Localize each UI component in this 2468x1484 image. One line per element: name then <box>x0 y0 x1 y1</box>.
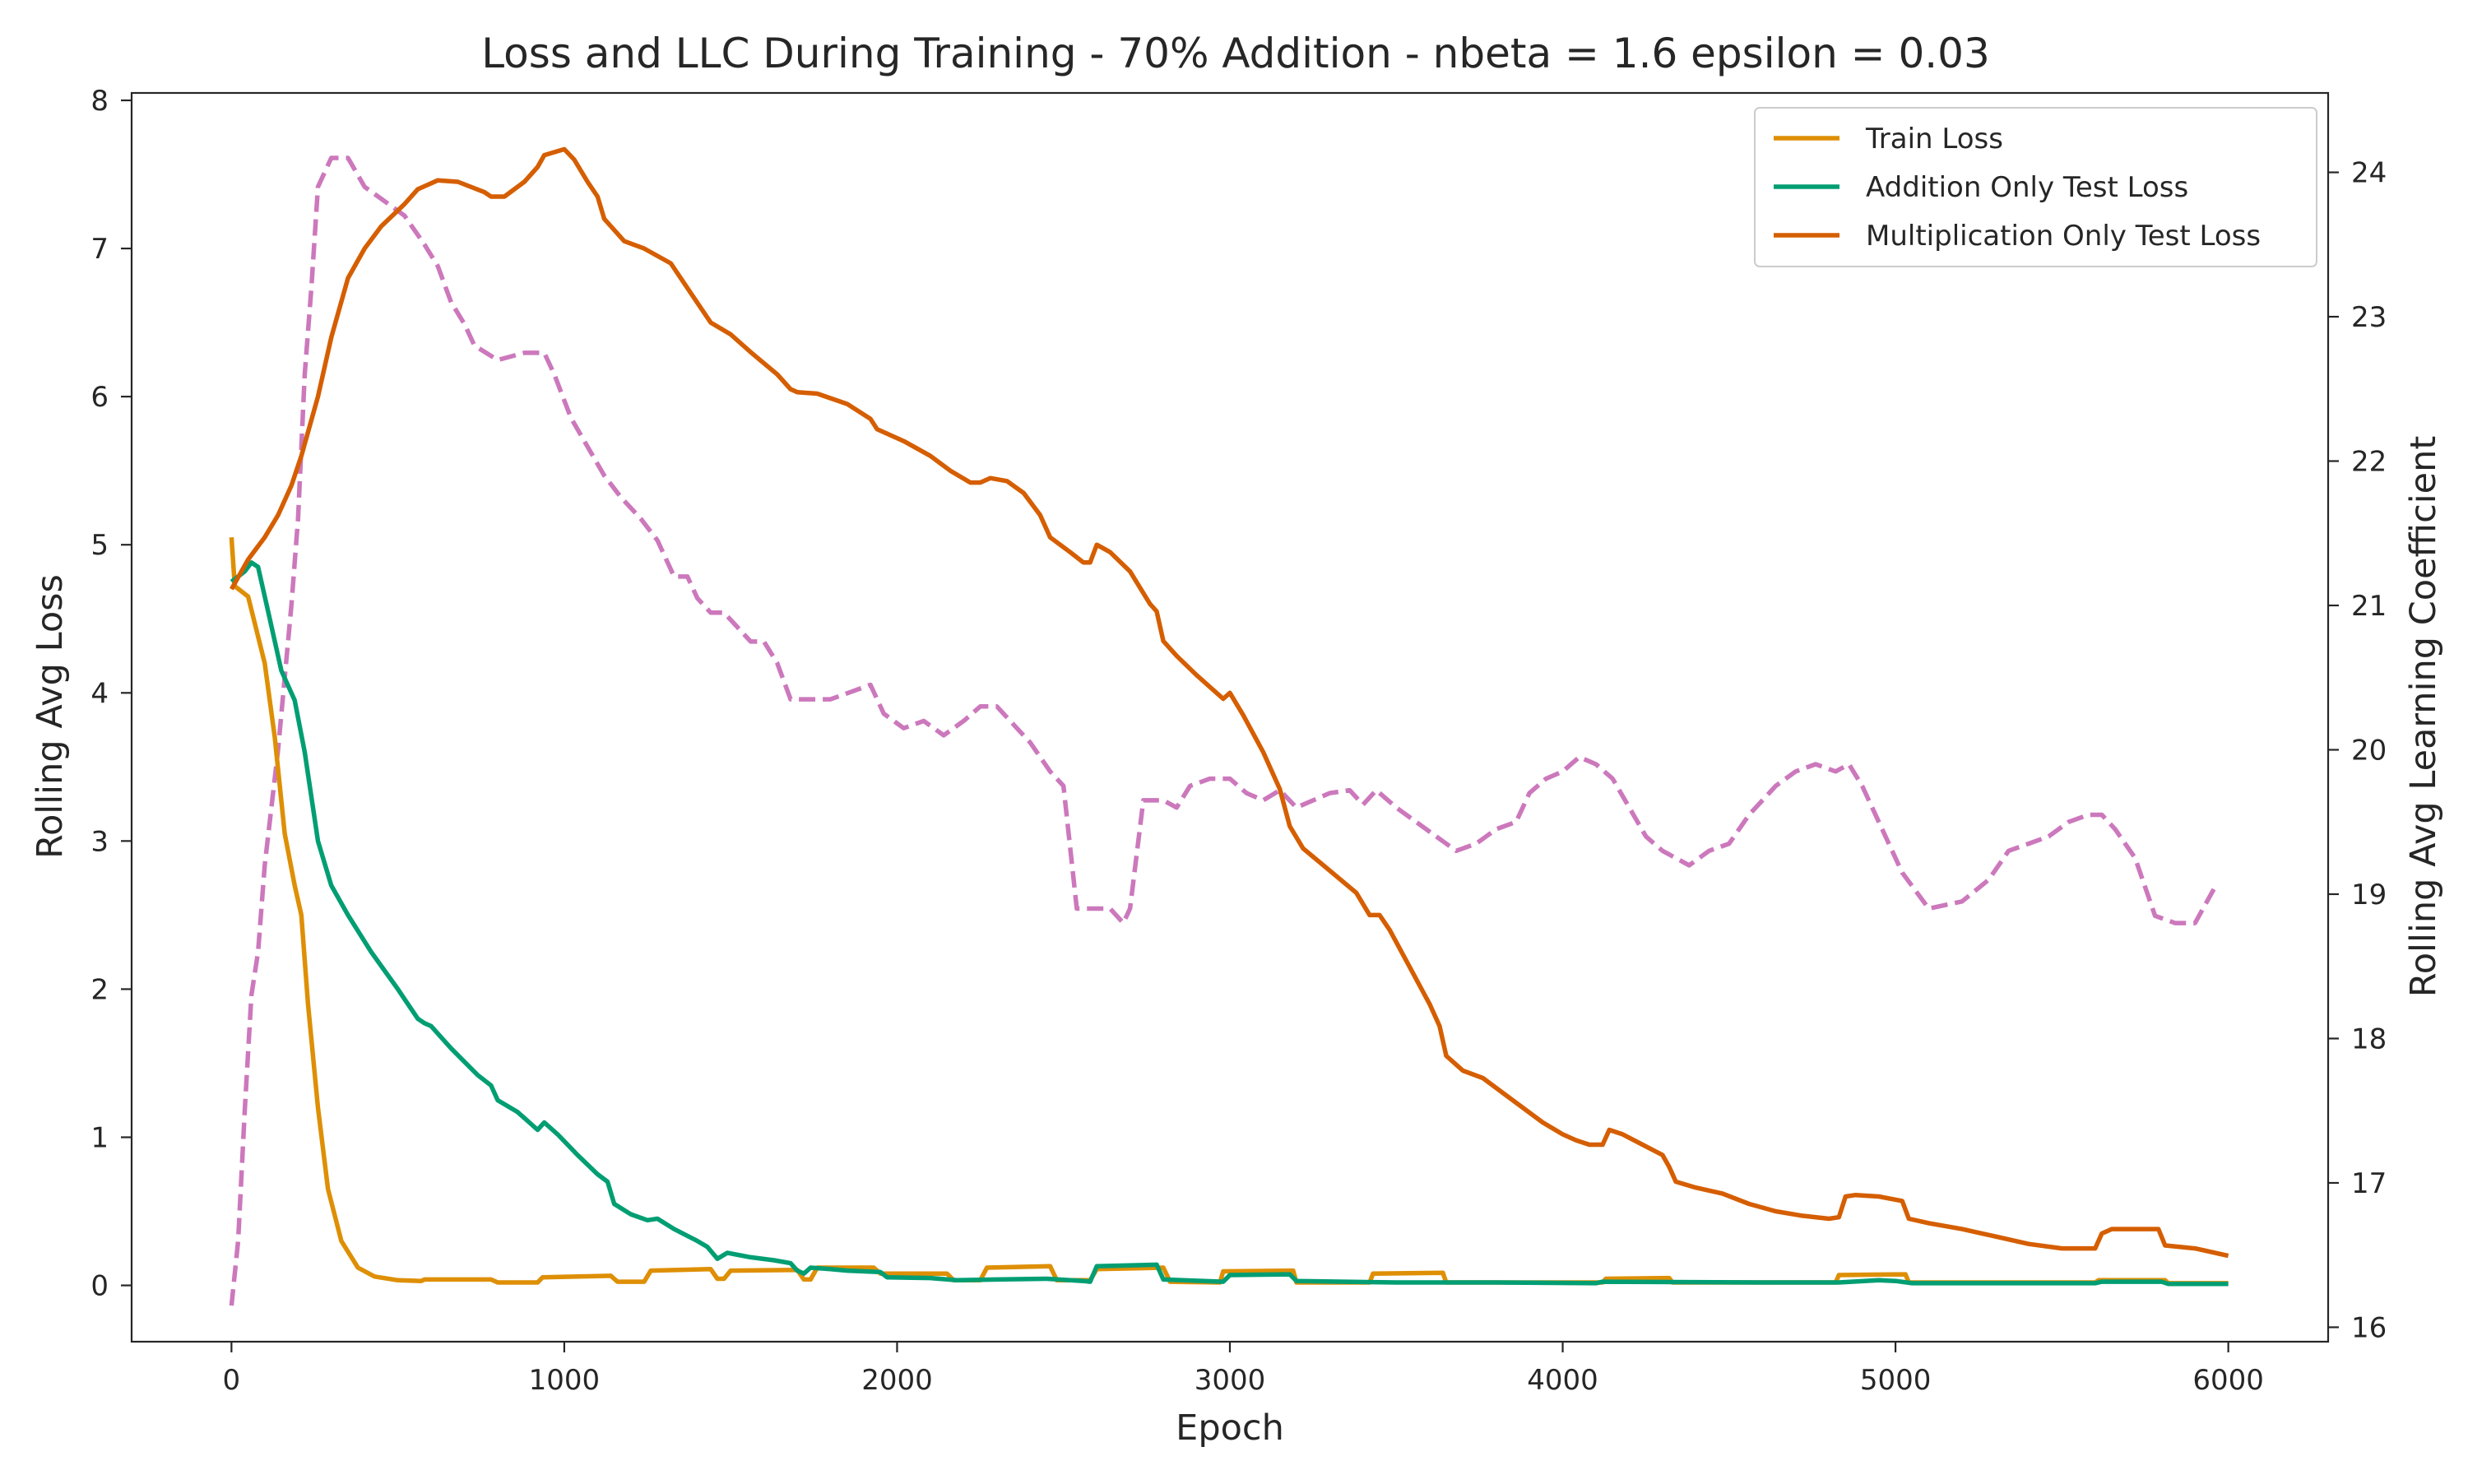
y-left-tick-label: 3 <box>90 825 109 858</box>
y-right-tick-label: 23 <box>2351 301 2387 334</box>
y-right-tick-label: 17 <box>2351 1167 2387 1200</box>
x-axis-label: Epoch <box>1176 1407 1284 1449</box>
y-left-tick-label: 1 <box>90 1122 109 1155</box>
x-tick-label: 6000 <box>2192 1364 2264 1397</box>
x-tick-label: 5000 <box>1860 1364 1932 1397</box>
series-line-multiplication-only-test-loss <box>230 146 2229 1259</box>
y-right-tick-label: 18 <box>2351 1023 2387 1055</box>
y-axis-left-label: Rolling Avg Loss <box>30 574 71 859</box>
series-line-addition-only-test-loss <box>230 560 2229 1287</box>
y-right-tick-label: 19 <box>2351 879 2387 911</box>
legend-label-train-loss: Train Loss <box>1865 123 2003 155</box>
chart-title: Loss and LLC During Training - 70% Addit… <box>481 30 1990 77</box>
y-left-tick-label: 2 <box>90 973 109 1006</box>
y-right-tick-label: 22 <box>2351 446 2387 479</box>
series-line-train-loss <box>229 537 2229 1286</box>
y-left-tick-label: 4 <box>90 677 109 710</box>
y-right-tick-label: 21 <box>2351 590 2387 623</box>
x-tick-label: 0 <box>223 1364 241 1397</box>
y-left-tick-label: 0 <box>90 1270 109 1303</box>
y-right-tick-label: 20 <box>2351 734 2387 767</box>
y-right-tick-label: 16 <box>2351 1311 2387 1344</box>
y-left-tick-label: 8 <box>90 85 109 118</box>
y-axis-left-ticks: 0 1 2 3 4 5 6 7 8 <box>90 85 132 1303</box>
legend-frame <box>1754 107 2317 267</box>
legend-label-addition-only-test-loss: Addition Only Test Loss <box>1866 171 2188 204</box>
y-left-tick-label: 7 <box>90 233 109 266</box>
x-tick-label: 4000 <box>1527 1364 1598 1397</box>
x-tick-label: 3000 <box>1195 1364 1266 1397</box>
x-tick-label: 2000 <box>861 1364 933 1397</box>
y-left-tick-label: 5 <box>90 529 109 562</box>
plot-frame <box>130 91 2330 1343</box>
series-layer <box>229 146 2229 1306</box>
y-axis-right-label: Rolling Avg Learning Coefficient <box>2403 436 2444 997</box>
x-axis-ticks: 0 1000 2000 3000 4000 5000 6000 <box>223 1342 2264 1397</box>
y-right-tick-label: 24 <box>2351 157 2387 190</box>
x-tick-label: 1000 <box>529 1364 601 1397</box>
y-left-tick-label: 6 <box>90 381 109 414</box>
y-axis-right-ticks: 16 17 18 19 20 21 22 23 24 <box>2328 157 2387 1344</box>
series-line-learning-coefficient <box>229 155 2217 1306</box>
legend-label-multiplication-only-test-loss: Multiplication Only Test Loss <box>1866 220 2261 253</box>
legend: Train Loss Addition Only Test Loss Multipl… <box>1754 107 2317 267</box>
